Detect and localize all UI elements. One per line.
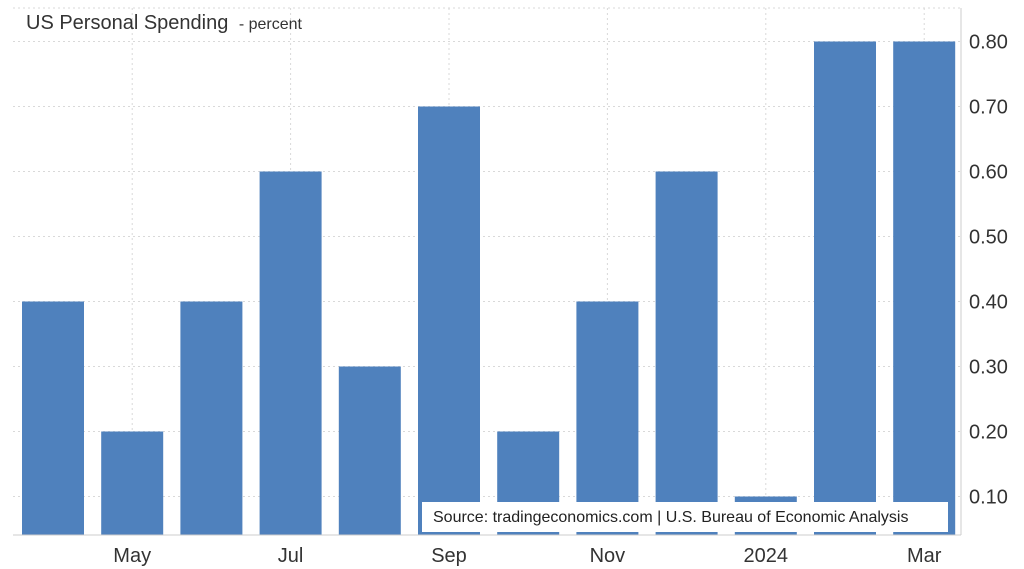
title-text: US Personal Spending	[26, 12, 228, 34]
y-tick-label: 0.60	[969, 162, 1008, 184]
x-tick-label: Nov	[590, 545, 626, 567]
y-tick-label: 0.20	[969, 422, 1008, 444]
x-tick-label: Sep	[431, 545, 467, 567]
bar	[338, 366, 401, 535]
y-tick-label: 0.10	[969, 487, 1008, 509]
x-axis: May Jul Sep Nov 2024 Mar	[113, 545, 941, 567]
bar	[576, 301, 639, 535]
bar	[259, 171, 322, 535]
x-tick-label: May	[113, 545, 151, 567]
bar	[814, 41, 876, 535]
source-background	[422, 502, 948, 532]
y-tick-label: 0.70	[969, 97, 1008, 119]
grid	[13, 7, 961, 535]
bar	[180, 301, 243, 535]
bar	[22, 301, 84, 535]
chart-title: US Personal Spending - percent	[26, 12, 303, 34]
y-tick-label: 0.50	[969, 227, 1008, 249]
y-tick-label: 0.30	[969, 357, 1008, 379]
bar	[893, 41, 956, 535]
x-tick-label: 2024	[744, 545, 789, 567]
bar	[101, 431, 164, 535]
source-box: Source: tradingeconomics.com | U.S. Bure…	[422, 502, 948, 532]
source-text: Source: tradingeconomics.com | U.S. Bure…	[433, 509, 908, 526]
x-tick-label: Mar	[907, 545, 942, 567]
x-tick-label: Jul	[278, 545, 304, 567]
bar	[655, 171, 718, 535]
y-axis: 0.10 0.20 0.30 0.40 0.50 0.60 0.70 0.80	[969, 32, 1008, 509]
y-tick-label: 0.40	[969, 292, 1008, 314]
y-tick-label: 0.80	[969, 32, 1008, 54]
bar	[418, 106, 480, 535]
subtitle-text: - percent	[239, 16, 303, 33]
bars	[22, 41, 956, 535]
